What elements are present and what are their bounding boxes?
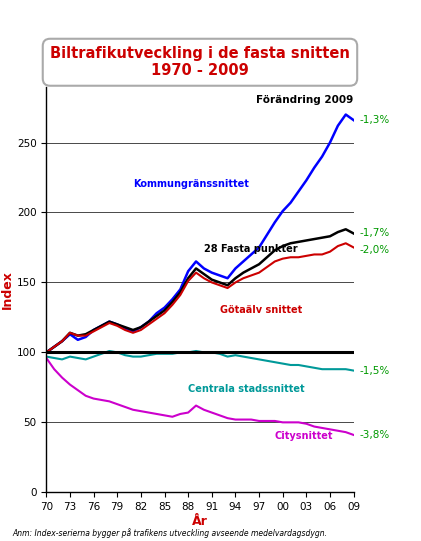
Title: Biltrafikutveckling i de fasta snitten
1970 - 2009: Biltrafikutveckling i de fasta snitten 1… [50, 46, 350, 78]
Text: -1,7%: -1,7% [360, 228, 390, 239]
Text: -1,5%: -1,5% [360, 366, 390, 375]
Text: Anm: Index-serierna bygger på trafikens utveckling avseende medelvardagsdygn.: Anm: Index-serierna bygger på trafikens … [13, 529, 328, 538]
Text: -2,0%: -2,0% [360, 245, 390, 255]
Text: Kommungränssnittet: Kommungränssnittet [133, 179, 249, 189]
Text: -1,3%: -1,3% [360, 115, 390, 125]
Text: -3,8%: -3,8% [360, 430, 390, 440]
Text: Citysnittet: Citysnittet [275, 431, 333, 441]
Text: Centrala stadssnittet: Centrala stadssnittet [188, 384, 305, 393]
Y-axis label: Index: Index [1, 270, 14, 309]
Text: Förändring 2009: Förändring 2009 [256, 95, 354, 105]
Text: Götaälv snittet: Götaälv snittet [220, 305, 302, 315]
Text: 28 Fasta punkter: 28 Fasta punkter [204, 243, 298, 254]
X-axis label: År: År [192, 515, 208, 528]
